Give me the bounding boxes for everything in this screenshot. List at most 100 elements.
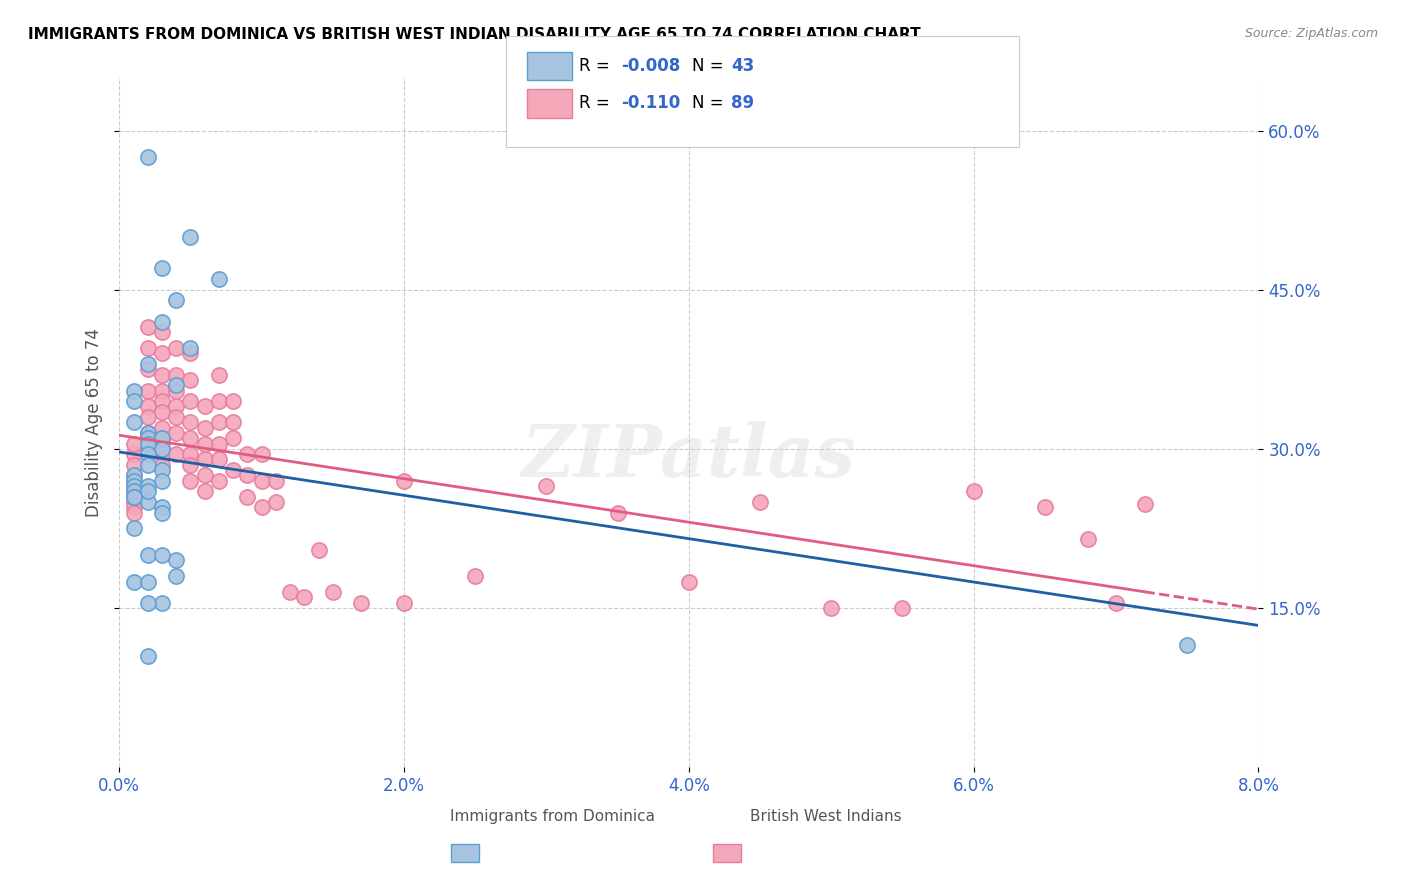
Text: 43: 43 <box>731 57 755 75</box>
Point <box>322 585 344 599</box>
Text: Source: ZipAtlas.com: Source: ZipAtlas.com <box>1244 27 1378 40</box>
Point <box>179 346 201 360</box>
Point <box>250 447 273 461</box>
Point <box>122 495 145 509</box>
Point <box>350 596 373 610</box>
Point <box>150 368 173 382</box>
Point <box>122 415 145 429</box>
Point <box>165 447 187 461</box>
Point <box>122 474 145 488</box>
Point <box>150 436 173 450</box>
Point <box>150 458 173 472</box>
Point <box>150 405 173 419</box>
Point <box>606 506 628 520</box>
Point <box>136 574 159 589</box>
Point <box>136 431 159 445</box>
Point <box>222 415 245 429</box>
Point <box>150 431 173 445</box>
Point <box>264 495 287 509</box>
Point <box>1033 500 1056 515</box>
Point <box>122 447 145 461</box>
Point <box>179 394 201 409</box>
Point <box>136 357 159 371</box>
Text: 89: 89 <box>731 95 754 112</box>
Point <box>278 585 301 599</box>
Point <box>179 474 201 488</box>
Point <box>122 468 145 483</box>
Point <box>136 495 159 509</box>
Point <box>150 442 173 456</box>
Text: ZIPatlas: ZIPatlas <box>522 421 856 492</box>
Point <box>150 314 173 328</box>
Point <box>150 447 173 461</box>
Point <box>464 569 486 583</box>
Text: IMMIGRANTS FROM DOMINICA VS BRITISH WEST INDIAN DISABILITY AGE 65 TO 74 CORRELAT: IMMIGRANTS FROM DOMINICA VS BRITISH WEST… <box>28 27 921 42</box>
Point <box>292 591 315 605</box>
Point <box>194 400 217 414</box>
Point <box>194 436 217 450</box>
Point <box>1133 497 1156 511</box>
Point <box>122 479 145 493</box>
Point <box>122 468 145 483</box>
Point <box>236 468 259 483</box>
Text: N =: N = <box>692 57 728 75</box>
Point <box>150 325 173 339</box>
Point <box>122 384 145 398</box>
Point <box>122 490 145 504</box>
Point <box>136 479 159 493</box>
Point <box>208 272 231 286</box>
Text: R =: R = <box>579 57 616 75</box>
Point <box>136 400 159 414</box>
Point <box>150 431 173 445</box>
Point <box>165 410 187 425</box>
Point <box>392 596 415 610</box>
Point <box>165 384 187 398</box>
Point <box>122 484 145 499</box>
Point <box>194 452 217 467</box>
Text: British West Indians: British West Indians <box>749 809 901 823</box>
Point <box>1077 532 1099 546</box>
Point <box>136 458 159 472</box>
Point <box>179 431 201 445</box>
Point <box>208 474 231 488</box>
Point <box>536 479 558 493</box>
Point <box>208 452 231 467</box>
Point <box>179 458 201 472</box>
Point <box>136 362 159 376</box>
Point <box>150 261 173 276</box>
Point <box>150 500 173 515</box>
Point <box>150 474 173 488</box>
Point <box>122 574 145 589</box>
Point <box>963 484 986 499</box>
Point <box>179 341 201 355</box>
Point <box>165 368 187 382</box>
Point <box>122 458 145 472</box>
Point <box>222 463 245 477</box>
Point <box>136 431 159 445</box>
Point <box>250 474 273 488</box>
Point <box>165 569 187 583</box>
Point <box>122 484 145 499</box>
Point <box>136 425 159 440</box>
Point <box>250 500 273 515</box>
Text: R =: R = <box>579 95 620 112</box>
Point <box>136 648 159 663</box>
Point <box>136 384 159 398</box>
Point <box>222 431 245 445</box>
Point <box>122 474 145 488</box>
Point <box>150 506 173 520</box>
Point <box>136 436 159 450</box>
Point <box>165 378 187 392</box>
Point <box>1175 638 1198 652</box>
Point <box>392 474 415 488</box>
Point <box>236 447 259 461</box>
Point <box>122 490 145 504</box>
Point <box>208 436 231 450</box>
Point <box>136 425 159 440</box>
Point <box>122 490 145 504</box>
Point <box>150 384 173 398</box>
Point <box>222 394 245 409</box>
Point <box>678 574 700 589</box>
Point <box>194 468 217 483</box>
Point <box>165 425 187 440</box>
